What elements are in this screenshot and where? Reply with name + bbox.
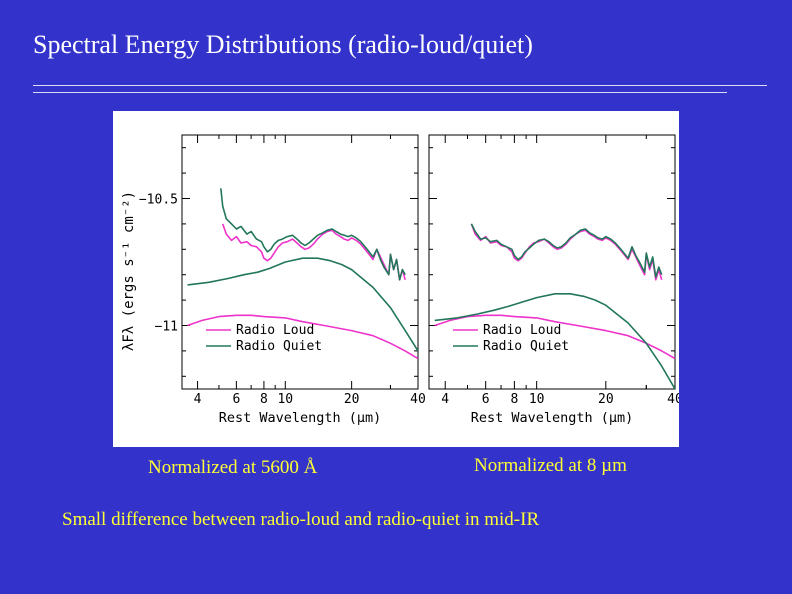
radio-quiet-continuum-line xyxy=(187,257,418,352)
x-tick-label: 6 xyxy=(232,392,240,407)
radio-loud-spectrum-line xyxy=(470,223,663,281)
plot-frame xyxy=(428,134,676,390)
plot-frame xyxy=(181,134,419,390)
x-tick-label: 6 xyxy=(482,392,490,407)
caption-normalized-8um: Normalized at 8 µm xyxy=(474,455,627,476)
x-tick-label: 40 xyxy=(410,392,426,407)
sed-chart-svg: λFλ (ergs s⁻¹ cm⁻²) 4 6 8 10 20 40 −10.5 −11 Res… xyxy=(121,134,679,426)
y-tick-label: −10.5 xyxy=(139,193,178,208)
sed-figure: λFλ (ergs s⁻¹ cm⁻²) 4 6 8 10 20 40 −10.5 −11 Res… xyxy=(113,111,679,447)
x-tick-label: 4 xyxy=(194,392,202,407)
x-tick-label: 20 xyxy=(344,392,360,407)
x-tick-label: 8 xyxy=(510,392,518,407)
legend-label: Radio Quiet xyxy=(483,339,569,354)
x-axis-label: Rest Wavelength (μm) xyxy=(219,410,382,426)
legend-label: Radio Loud xyxy=(236,323,314,338)
panel-left: 4 6 8 10 20 40 −10.5 −11 Rest Wavelength (μm) Rad… xyxy=(139,134,426,426)
x-axis-label: Rest Wavelength (μm) xyxy=(471,410,634,426)
x-tick-label: 20 xyxy=(598,392,614,407)
title-rule-top xyxy=(33,85,767,86)
radio-loud-spectrum-line xyxy=(221,223,406,281)
x-tick-label: 10 xyxy=(277,392,293,407)
caption-normalized-5600: Normalized at 5600 Å xyxy=(148,457,318,478)
legend-label: Radio Loud xyxy=(483,323,561,338)
radio-quiet-spectrum-line xyxy=(220,188,406,281)
x-tick-label: 4 xyxy=(441,392,449,407)
radio-loud-continuum-line xyxy=(434,314,675,360)
slide-title: Spectral Energy Distributions (radio-lou… xyxy=(33,30,533,59)
panel-right: 4 6 8 10 20 40 Rest Wavelength (μm) Radio LoudR… xyxy=(428,134,679,426)
footer-note: Small difference between radio-loud and … xyxy=(62,509,540,530)
radio-loud-continuum-line xyxy=(187,314,418,360)
radio-quiet-spectrum-line xyxy=(470,223,663,278)
x-tick-label: 40 xyxy=(667,392,679,407)
y-tick-label: −11 xyxy=(155,320,178,335)
y-axis-label: λFλ (ergs s⁻¹ cm⁻²) xyxy=(121,191,137,351)
x-tick-label: 8 xyxy=(260,392,268,407)
legend-label: Radio Quiet xyxy=(236,339,322,354)
x-tick-label: 10 xyxy=(529,392,545,407)
title-rule-bottom xyxy=(33,92,727,93)
radio-quiet-continuum-line xyxy=(434,293,675,389)
